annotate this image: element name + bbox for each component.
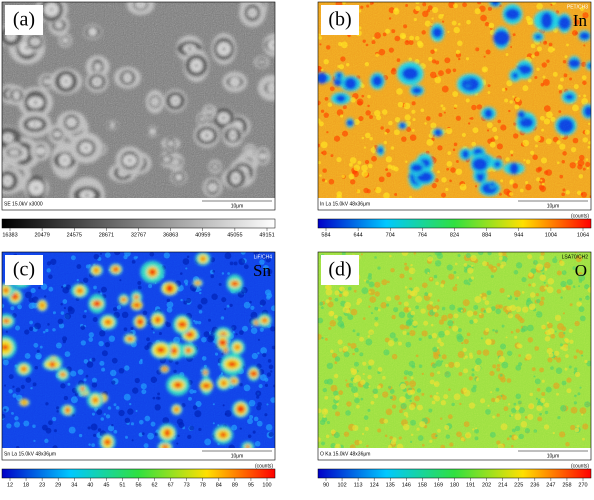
panel: SE 15.0kV x3000 10μm (a) 16383 20479 24575 286… — [1, 1, 276, 238]
label-box — [321, 5, 359, 35]
map-image — [318, 2, 591, 198]
colorbar-tick-label: 158 — [418, 482, 427, 488]
colorbar-tick-label: 89 — [232, 482, 238, 488]
colorbar-tick-label: 884 — [482, 232, 491, 238]
scale-text: 10μm — [231, 203, 244, 209]
panel-label: (b) — [328, 9, 351, 31]
scale-text: 10μm — [231, 453, 244, 459]
colorbar-tick-label: 191 — [466, 482, 475, 488]
units: (counts) — [571, 463, 589, 469]
map-image — [2, 252, 275, 448]
colorbar-tick-label: 45055 — [227, 232, 242, 238]
colorbar-tick-label: 36863 — [163, 232, 178, 238]
image-border — [317, 251, 592, 461]
panel-label: (d) — [328, 259, 351, 281]
channel-label: LSA70/CH2 — [562, 254, 589, 260]
colorbar-tick-label: 84 — [216, 482, 222, 488]
noise — [318, 2, 591, 198]
colorbar-tick-label: 214 — [498, 482, 507, 488]
channel-label: LiF/CH4 — [254, 254, 273, 260]
footer-text: Sn La 15.0kV 48x36μm — [4, 451, 56, 457]
colorbar-tick-label: 32767 — [131, 232, 146, 238]
panel-label: (c) — [13, 259, 35, 281]
colorbar-tick-label: 67 — [168, 482, 174, 488]
colorbar-tick-label: 51 — [119, 482, 125, 488]
colorbar-tick-label: 202 — [482, 482, 491, 488]
image-border — [1, 1, 276, 211]
colorbar-tick-label: 644 — [354, 232, 363, 238]
colorbar-tick-label: 28671 — [99, 232, 114, 238]
channel-label: PET/CH3 — [567, 4, 588, 10]
colorbar-tick-label: 20479 — [34, 232, 49, 238]
element-label: In — [573, 11, 588, 30]
colorbar-tick-label: 29 — [55, 482, 61, 488]
colorbar-tick-label: 169 — [434, 482, 443, 488]
panel-label: (a) — [13, 9, 35, 31]
colorbar-tick-label: 124 — [370, 482, 379, 488]
noise — [2, 252, 275, 448]
colorbar-tick-label: 258 — [562, 482, 571, 488]
label-box — [5, 255, 43, 285]
colorbar-tick-label: 584 — [321, 232, 330, 238]
colorbar — [1, 218, 276, 229]
colorbar-tick-label: 247 — [546, 482, 555, 488]
units: (counts) — [255, 463, 273, 469]
colorbar-tick-label: 146 — [402, 482, 411, 488]
noise — [318, 252, 591, 448]
footer-text: SE 15.0kV x3000 — [4, 201, 43, 207]
colorbar-tick-label: 180 — [450, 482, 459, 488]
colorbar-tick-label: 1064 — [577, 232, 589, 238]
colorbar-tick-label: 40 — [87, 482, 93, 488]
colorbar-tick-label: 102 — [337, 482, 346, 488]
colorbar-tick-label: 95 — [248, 482, 254, 488]
colorbar-tick-label: 49151 — [259, 232, 274, 238]
colorbar — [1, 468, 276, 479]
colorbar-tick-label: 78 — [200, 482, 206, 488]
colorbar — [317, 468, 592, 479]
map-image — [318, 252, 591, 448]
colorbar-tick-label: 1004 — [545, 232, 557, 238]
colorbar — [317, 218, 592, 229]
colorbar-tick-label: 100 — [262, 482, 271, 488]
colorbar-tick-label: 90 — [323, 482, 329, 488]
element-label: Sn — [253, 261, 271, 280]
colorbar-tick-label: 135 — [386, 482, 395, 488]
element-label: O — [575, 261, 587, 280]
colorbar-tick-label: 236 — [530, 482, 539, 488]
colorbar-tick-label: 24575 — [67, 232, 82, 238]
colorbar-tick-label: 225 — [514, 482, 523, 488]
colorbar-tick-label: 764 — [418, 232, 427, 238]
noise — [2, 2, 275, 198]
colorbar-tick-label: 12 — [7, 482, 13, 488]
colorbar-tick-label: 62 — [152, 482, 158, 488]
colorbar-tick-label: 270 — [578, 482, 587, 488]
colorbar-tick-label: 18 — [23, 482, 29, 488]
colorbar-tick-label: 113 — [354, 482, 363, 488]
image-border — [317, 1, 592, 211]
image-border — [1, 251, 276, 461]
colorbar-tick-label: 34 — [71, 482, 77, 488]
map-image — [2, 2, 275, 198]
colorbar-tick-label: 704 — [386, 232, 395, 238]
footer-text: O Ka 15.0kV 48x36μm — [320, 451, 370, 457]
colorbar-tick-label: 73 — [184, 482, 190, 488]
colorbar-tick-label: 824 — [450, 232, 459, 238]
colorbar-tick-label: 56 — [135, 482, 141, 488]
colorbar-tick-label: 45 — [103, 482, 109, 488]
label-box — [5, 5, 43, 35]
units: (counts) — [571, 213, 589, 219]
colorbar-tick-label: 16383 — [2, 232, 17, 238]
colorbar-tick-label: 40959 — [195, 232, 210, 238]
scale-text: 10μm — [547, 203, 560, 209]
colorbar-tick-label: 944 — [514, 232, 523, 238]
colorbar-tick-label: 23 — [39, 482, 45, 488]
scale-text: 10μm — [547, 453, 560, 459]
footer-text: In La 15.0kV 48x36μm — [320, 201, 370, 207]
label-box — [321, 255, 359, 285]
